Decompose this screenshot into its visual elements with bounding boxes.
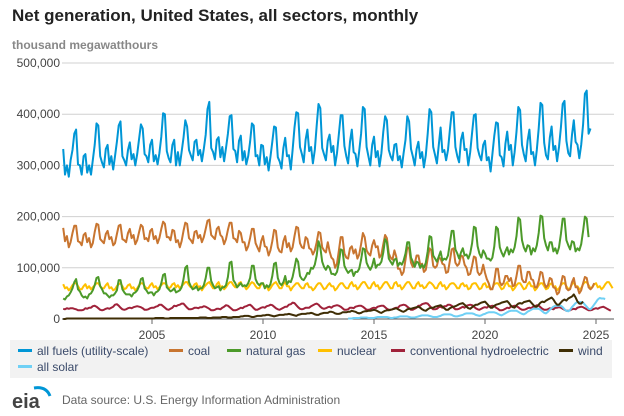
- legend-swatch: [169, 349, 183, 353]
- chart-title: Net generation, United States, all secto…: [12, 6, 419, 25]
- y-tick-label: 100,000: [17, 261, 61, 275]
- legend-item-nuclear[interactable]: nuclear: [318, 344, 376, 358]
- legend-label: all solar: [37, 360, 79, 374]
- legend: all fuels (utility-scale) coal natural g…: [10, 340, 612, 378]
- series-line-wind[interactable]: [63, 293, 584, 320]
- legend-item-conventional-hydroelectric[interactable]: conventional hydroelectric: [391, 344, 549, 358]
- y-tick-label: 300,000: [17, 158, 61, 172]
- x-tick-label: 2010: [250, 328, 277, 340]
- y-tick-label: 500,000: [17, 56, 61, 70]
- y-tick-label: 400,000: [17, 107, 61, 121]
- legend-label: natural gas: [246, 344, 306, 358]
- legend-swatch: [227, 349, 241, 353]
- y-tick-label: 200,000: [17, 210, 61, 224]
- y-axis-ticks: 0 100,000 200,000 300,000 400,000 500,000: [17, 56, 61, 326]
- legend-swatch: [391, 349, 405, 353]
- legend-swatch: [18, 349, 32, 353]
- series-line-conventional-hydroelectric[interactable]: [62, 301, 612, 312]
- legend-item-all-fuels[interactable]: all fuels (utility-scale): [18, 344, 148, 358]
- legend-item-wind[interactable]: wind: [559, 344, 603, 358]
- legend-item-natural-gas[interactable]: natural gas: [227, 344, 305, 358]
- data-source: Data source: U.S. Energy Information Adm…: [62, 393, 341, 407]
- y-tick-label: 0: [53, 312, 60, 326]
- eia-logo[interactable]: eia: [12, 384, 56, 412]
- footer: eia Data source: U.S. Energy Information…: [12, 384, 612, 412]
- legend-label: all fuels (utility-scale): [37, 344, 149, 358]
- legend-swatch: [318, 349, 332, 353]
- eia-logo-text: eia: [12, 391, 41, 412]
- legend-label: nuclear: [337, 344, 377, 358]
- x-tick-label: 2015: [361, 328, 388, 340]
- series-line-natural-gas[interactable]: [62, 214, 590, 301]
- legend-item-all-solar[interactable]: all solar: [18, 360, 78, 374]
- series-line-coal[interactable]: [62, 218, 596, 296]
- series-line-all-solar[interactable]: [348, 297, 606, 320]
- legend-swatch: [18, 365, 32, 369]
- series-line-nuclear[interactable]: [62, 281, 614, 292]
- legend-swatch: [559, 349, 573, 353]
- series-line-all-fuels-utility-scale[interactable]: [62, 89, 592, 178]
- x-tick-label: 2005: [139, 328, 166, 340]
- x-tick-label: 2025: [583, 328, 610, 340]
- legend-item-coal[interactable]: coal: [169, 344, 210, 358]
- legend-label: coal: [188, 344, 211, 358]
- x-tick-label: 2020: [472, 328, 499, 340]
- line-chart: 0 100,000 200,000 300,000 400,000 500,000 200…: [17, 56, 614, 340]
- legend-label: wind: [578, 344, 603, 358]
- legend-label: conventional hydroelectric: [410, 344, 549, 358]
- y-axis-units-label: thousand megawatthours: [12, 38, 159, 52]
- series-lines: [62, 89, 614, 320]
- x-axis: 2005 2010 2015 2020 2025: [62, 318, 614, 340]
